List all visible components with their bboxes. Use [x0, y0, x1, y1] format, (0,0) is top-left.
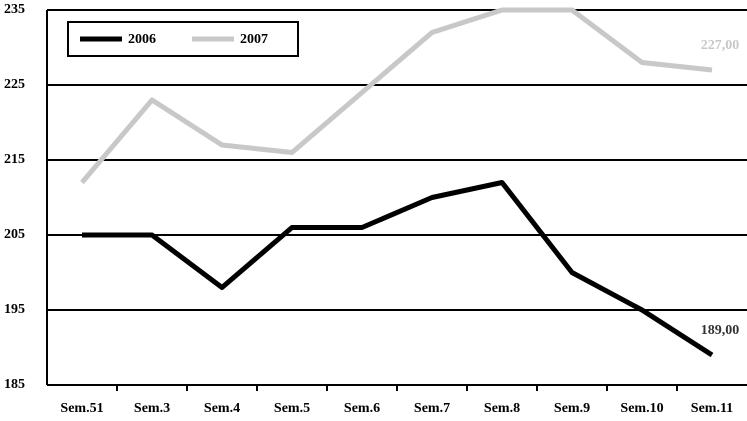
- x-tick-label: Sem.7: [414, 401, 450, 416]
- y-tick-label: 215: [4, 152, 25, 167]
- x-tick-label: Sem.51: [60, 401, 103, 416]
- y-tick-label: 225: [4, 77, 25, 92]
- x-tick-label: Sem.11: [691, 401, 733, 416]
- legend: 2006 2007: [67, 21, 299, 57]
- data-label: 189,00: [701, 323, 740, 338]
- series-line: [80, 7, 713, 185]
- y-tick-label: 195: [4, 302, 25, 317]
- x-tick-label: Sem.9: [554, 401, 590, 416]
- legend-label: 2006: [128, 32, 156, 47]
- series-line: [82, 180, 714, 358]
- y-tick-label: 205: [4, 227, 25, 242]
- legend-label: 2007: [240, 32, 268, 47]
- x-tick-label: Sem.8: [484, 401, 520, 416]
- x-tick-label: Sem.10: [620, 401, 663, 416]
- x-tick-label: Sem.4: [204, 401, 240, 416]
- x-tick-label: Sem.3: [134, 401, 170, 416]
- y-tick-label: 235: [4, 2, 25, 17]
- y-tick-label: 185: [4, 377, 25, 392]
- x-tick-label: Sem.6: [344, 401, 380, 416]
- data-label: 227,00: [701, 38, 740, 53]
- x-tick-label: Sem.5: [274, 401, 310, 416]
